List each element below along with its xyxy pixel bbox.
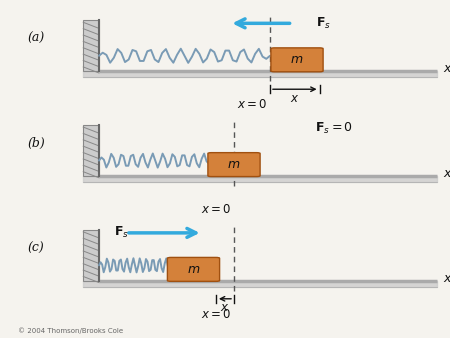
Text: $m$: $m$ — [290, 53, 304, 66]
Bar — [83, 230, 99, 281]
Text: $\mathbf{F}_s$: $\mathbf{F}_s$ — [316, 16, 332, 31]
Text: $x$: $x$ — [443, 167, 450, 180]
Text: (a): (a) — [27, 32, 45, 45]
FancyBboxPatch shape — [167, 258, 220, 281]
Text: $x$: $x$ — [443, 63, 450, 75]
Text: (c): (c) — [27, 242, 45, 255]
FancyBboxPatch shape — [271, 48, 323, 72]
Text: $\mathbf{F}_s = 0$: $\mathbf{F}_s = 0$ — [315, 121, 353, 136]
Text: $\mathbf{F}_s$: $\mathbf{F}_s$ — [114, 225, 129, 240]
Text: $x = 0$: $x = 0$ — [237, 98, 267, 111]
Text: $x = 0$: $x = 0$ — [201, 203, 231, 216]
Text: $x$: $x$ — [290, 92, 299, 105]
Text: $m$: $m$ — [227, 158, 241, 171]
Text: $x$: $x$ — [220, 301, 230, 314]
Text: (b): (b) — [27, 137, 45, 150]
Text: $m$: $m$ — [187, 263, 200, 276]
Text: $x = 0$: $x = 0$ — [201, 308, 231, 320]
Bar — [83, 20, 99, 71]
FancyBboxPatch shape — [208, 153, 260, 176]
Text: $x$: $x$ — [443, 272, 450, 285]
Text: © 2004 Thomson/Brooks Cole: © 2004 Thomson/Brooks Cole — [18, 327, 123, 334]
Bar — [83, 125, 99, 176]
